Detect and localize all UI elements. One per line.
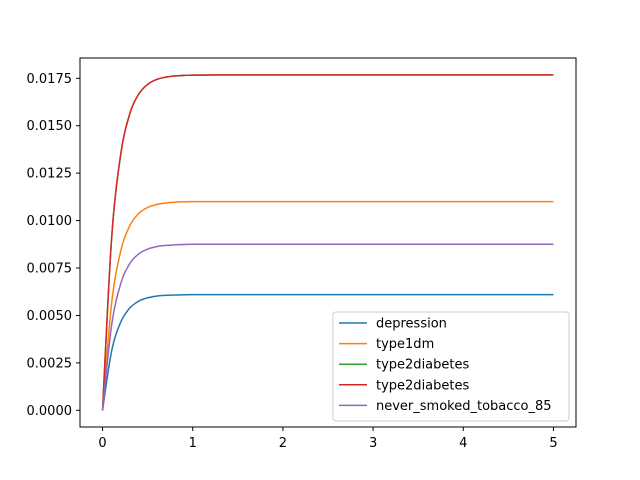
x-tick-label: 1 — [189, 436, 197, 451]
y-tick-label: 0.0025 — [27, 356, 73, 371]
series-line-1 — [101, 200, 554, 411]
x-tick-label: 0 — [98, 436, 106, 451]
x-tick-label: 3 — [369, 436, 377, 451]
y-tick-label: 0.0075 — [27, 262, 73, 277]
x-tick-label: 5 — [549, 436, 557, 451]
x-tick-label: 4 — [459, 436, 467, 451]
plot-frame — [79, 57, 577, 428]
y-tick-label: 0.0050 — [27, 309, 73, 324]
y-tick-label: 0.0000 — [27, 404, 73, 419]
x-axis: 0 1 2 3 4 5 — [98, 427, 558, 451]
y-tick-label: 0.0175 — [27, 72, 73, 87]
legend: depression type1dm type2diabetes type2diabe… — [332, 311, 570, 422]
series-layer — [101, 74, 554, 411]
legend-box — [332, 311, 570, 422]
y-axis: 0.0000 0.0025 0.0050 0.0075 0.0100 0.0125 0.01… — [27, 72, 80, 419]
legend-label-2: type2diabetes — [376, 358, 469, 373]
legend-label-4: never_smoked_tobacco_85 — [376, 399, 552, 414]
legend-label-1: type1dm — [376, 337, 434, 352]
legend-label-0: depression — [376, 317, 447, 332]
y-tick-label: 0.0100 — [27, 214, 73, 229]
y-tick-label: 0.0125 — [27, 167, 73, 182]
series-line-0 — [101, 293, 554, 411]
y-tick-label: 0.0150 — [27, 119, 73, 134]
legend-label-3: type2diabetes — [376, 378, 469, 393]
x-tick-label: 2 — [279, 436, 287, 451]
series-line-3 — [101, 74, 554, 411]
series-line-4 — [101, 243, 554, 411]
